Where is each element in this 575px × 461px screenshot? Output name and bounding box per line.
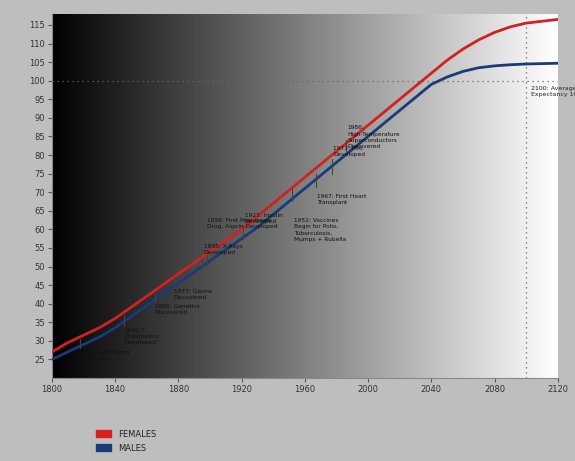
Text: 2100: Average Life
Expectancy 100 yrs.: 2100: Average Life Expectancy 100 yrs. (531, 86, 575, 97)
Legend: FEMALES, MALES: FEMALES, MALES (97, 430, 156, 453)
Text: 1952: Vaccines
Begin for Polio,
Tuberculosis,
Mumps + Rubella: 1952: Vaccines Begin for Polio, Tubercul… (294, 218, 346, 242)
Text: 1895: X-Rays
Developed: 1895: X-Rays Developed (204, 244, 243, 255)
Text: 1818: First blood
transfusion: 1818: First blood transfusion (81, 350, 129, 361)
Text: 1977: MRI
Developed: 1977: MRI Developed (334, 146, 365, 157)
Text: 1846-7:
Anesthetics
Developed: 1846-7: Anesthetics Developed (125, 328, 159, 345)
Text: 1898: First Man-made
Drug, Asprin Developed: 1898: First Man-made Drug, Asprin Develo… (207, 218, 277, 230)
Text: 1877: Germs
Discovered: 1877: Germs Discovered (174, 289, 212, 300)
Text: 1865: Genetics
Discovered: 1865: Genetics Discovered (155, 304, 199, 315)
Text: 1986:
High-Temperature
Superconductors
Discovered: 1986: High-Temperature Superconductors D… (347, 125, 400, 149)
Text: 1967: First Heart
Transplant: 1967: First Heart Transplant (317, 194, 367, 205)
Text: 1921: Insulin
Developed: 1921: Insulin Developed (244, 213, 282, 224)
